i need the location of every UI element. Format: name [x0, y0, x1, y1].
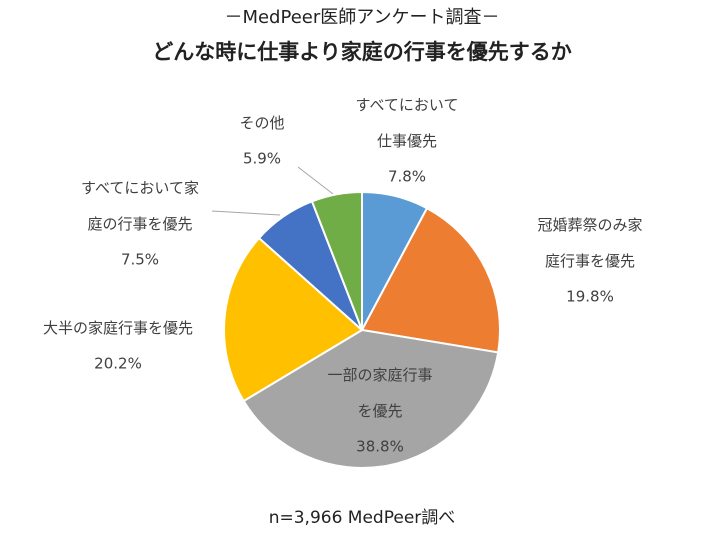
value-label: 7.8%	[388, 168, 426, 186]
value-label: 19.8%	[566, 288, 614, 306]
slice-label: すべてにおいて家庭の行事を優先	[81, 179, 199, 233]
slice-label: その他	[239, 114, 284, 132]
slice-label: すべてにおいて仕事優先	[356, 96, 459, 150]
pie-slice	[360, 206, 501, 354]
chart-subtitle: どんな時に仕事より家庭の行事を優先するか	[152, 40, 572, 64]
value-label: 38.8%	[356, 438, 404, 456]
value-label: 20.2%	[94, 355, 142, 373]
slice-label: 大半の家庭行事を優先	[43, 319, 193, 337]
chart-title: －MedPeer医師アンケート調査－	[224, 7, 499, 28]
chart-note: n=3,966 MedPeer調べ	[269, 508, 456, 528]
pie-slice	[223, 236, 364, 403]
leader-line	[211, 210, 281, 216]
pie-slice	[242, 328, 500, 469]
slice-label: 一部の家庭行事を優先	[327, 366, 432, 420]
leader-line	[297, 166, 334, 195]
value-label: 5.9%	[243, 150, 281, 168]
value-label: 7.5%	[121, 251, 159, 269]
pie-slice	[310, 190, 363, 331]
slice-label: 冠婚葬祭のみ家庭行事を優先	[537, 216, 642, 270]
